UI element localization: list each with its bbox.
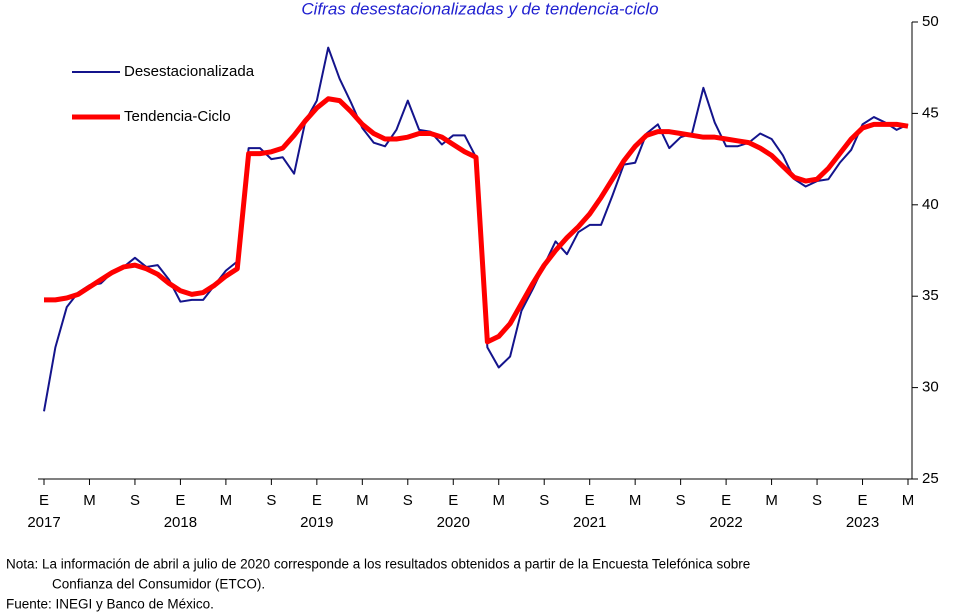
x-tick-label: S (812, 492, 822, 509)
x-tick-label: M (220, 492, 233, 509)
x-tick-label: M (902, 492, 915, 509)
line-series (43, 46, 909, 412)
line-series (44, 96, 909, 345)
note: Nota: La información de abril a julio de… (6, 557, 750, 572)
x-tick-label: M (83, 492, 96, 509)
year-label: 2017 (27, 514, 60, 531)
year-label: 2019 (300, 514, 333, 531)
y-tick-label: 30 (922, 379, 939, 396)
x-tick-label: S (539, 492, 549, 509)
year-label: 2021 (573, 514, 606, 531)
legend-label: Tendencia-Ciclo (124, 108, 231, 125)
x-tick-label: E (721, 492, 731, 509)
x-tick-label: E (175, 492, 185, 509)
x-tick-label: E (312, 492, 322, 509)
year-label: 2020 (437, 514, 470, 531)
x-tick-label: M (492, 492, 505, 509)
legend-label: Desestacionalizada (124, 63, 255, 80)
x-tick-label: E (858, 492, 868, 509)
y-tick-label: 45 (922, 104, 939, 121)
y-tick-label: 35 (922, 287, 939, 304)
x-tick-label: M (629, 492, 642, 509)
year-label: 2018 (164, 514, 197, 531)
chart-title: Cifras desestacionalizadas y de tendenci… (301, 0, 658, 18)
year-label: 2023 (846, 514, 879, 531)
x-tick-label: S (403, 492, 413, 509)
y-tick-label: 40 (922, 196, 939, 213)
x-tick-label: S (130, 492, 140, 509)
note: Confianza del Consumidor (ETCO). (52, 577, 265, 592)
source: Fuente: INEGI y Banco de México. (6, 597, 214, 612)
x-tick-label: E (585, 492, 595, 509)
x-tick-label: E (39, 492, 49, 509)
x-tick-label: S (676, 492, 686, 509)
x-tick-label: E (448, 492, 458, 509)
y-tick-label: 25 (922, 470, 939, 487)
x-tick-label: S (266, 492, 276, 509)
y-tick-label: 50 (922, 13, 939, 30)
year-label: 2022 (709, 514, 742, 531)
x-tick-label: M (765, 492, 778, 509)
x-tick-label: M (356, 492, 369, 509)
